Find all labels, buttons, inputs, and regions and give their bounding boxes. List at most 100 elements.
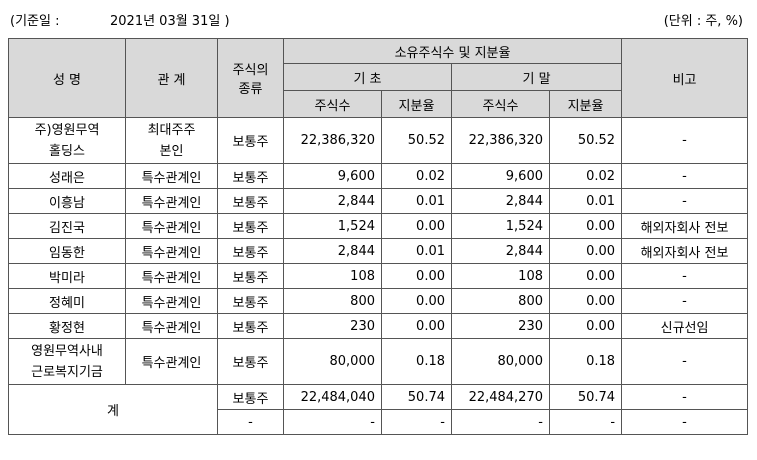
- end-ratio-cell: 0.01: [548, 188, 623, 214]
- end-shares-cell: 800: [451, 288, 550, 314]
- header-begin: 기 초: [283, 63, 452, 91]
- base-date-label: (기준일 :: [10, 14, 60, 29]
- header-end: 기 말: [450, 63, 623, 91]
- end-ratio-cell: 0.00: [548, 288, 623, 314]
- end-shares-cell: 9,600: [451, 163, 550, 189]
- begin-ratio-cell: 0.00: [381, 288, 452, 314]
- begin-shares-cell: 1,524: [283, 213, 382, 239]
- total-note-cell: -: [621, 409, 749, 435]
- end-ratio-cell: 0.00: [548, 313, 623, 339]
- begin-ratio-cell: 0.01: [381, 238, 452, 264]
- begin-shares-cell: 108: [283, 263, 382, 289]
- relation-cell: 특수관계인: [125, 188, 218, 214]
- total-begin-ratio-cell: -: [381, 409, 452, 435]
- table-row: 황정현 특수관계인 보통주 230 0.00 230 0.00 신규선임: [8, 313, 749, 339]
- relation-cell: 특수관계인: [125, 288, 218, 314]
- note-cell: 신규선임: [621, 313, 749, 339]
- header-begin-shares: 주식수: [283, 90, 382, 118]
- end-ratio-cell: 0.00: [548, 238, 623, 264]
- base-date-value: 2021년 03월 31일 ): [110, 14, 230, 29]
- relation-cell: 특수관계인: [125, 163, 218, 189]
- relation-cell: 특수관계인: [125, 338, 218, 385]
- stock-type-cell: 보통주: [217, 238, 284, 264]
- stock-type-cell: 보통주: [217, 117, 284, 164]
- table-row: 김진국 특수관계인 보통주 1,524 0.00 1,524 0.00 해외자회…: [8, 213, 749, 239]
- end-shares-cell: 2,844: [451, 238, 550, 264]
- stock-type-cell: 보통주: [217, 288, 284, 314]
- begin-shares-cell: 2,844: [283, 238, 382, 264]
- end-shares-cell: 2,844: [451, 188, 550, 214]
- name-cell: 성래은: [8, 163, 126, 189]
- relation-line1: 최대주주: [147, 122, 196, 138]
- table-row: 영원무역사내 근로복지기금 특수관계인 보통주 80,000 0.18 80,0…: [8, 338, 749, 385]
- note-cell: -: [621, 188, 749, 214]
- header-end-shares: 주식수: [451, 90, 550, 118]
- table-row: 이흥남 특수관계인 보통주 2,844 0.01 2,844 0.01 -: [8, 188, 749, 214]
- end-shares-cell: 230: [451, 313, 550, 339]
- stock-type-cell: 보통주: [217, 313, 284, 339]
- total-stock-type-cell: -: [217, 409, 284, 435]
- table-row: 임동한 특수관계인 보통주 2,844 0.01 2,844 0.00 해외자회…: [8, 238, 749, 264]
- name-cell: 주)영원무역 홀딩스: [8, 117, 126, 164]
- name-cell: 영원무역사내 근로복지기금: [8, 338, 126, 385]
- header-stock-type-line2: 종류: [238, 82, 263, 97]
- note-cell: -: [621, 263, 749, 289]
- end-shares-cell: 80,000: [451, 338, 550, 385]
- relation-cell: 특수관계인: [125, 213, 218, 239]
- begin-shares-cell: 22,386,320: [283, 117, 382, 164]
- relation-line2: 본인: [159, 143, 184, 159]
- end-shares-cell: 108: [451, 263, 550, 289]
- note-cell: 해외자회사 전보: [621, 213, 749, 239]
- total-begin-shares-cell: 22,484,040: [283, 384, 382, 410]
- total-label: 계: [8, 384, 218, 435]
- header-stock-type: 주식의 종류: [217, 38, 284, 118]
- name-line2: 홀딩스: [49, 143, 85, 159]
- relation-cell: 특수관계인: [125, 313, 218, 339]
- table-row: 박미라 특수관계인 보통주 108 0.00 108 0.00 -: [8, 263, 749, 289]
- stock-type-cell: 보통주: [217, 188, 284, 214]
- header-end-ratio: 지분율: [548, 90, 623, 118]
- relation-cell: 특수관계인: [125, 263, 218, 289]
- stock-type-cell: 보통주: [217, 338, 284, 385]
- name-cell: 황정현: [8, 313, 126, 339]
- header-begin-ratio: 지분율: [381, 90, 452, 118]
- note-cell: -: [621, 117, 749, 164]
- begin-shares-cell: 800: [283, 288, 382, 314]
- note-cell: -: [621, 338, 749, 385]
- table-row: 정혜미 특수관계인 보통주 800 0.00 800 0.00 -: [8, 288, 749, 314]
- begin-ratio-cell: 50.52: [381, 117, 452, 164]
- total-begin-shares-cell: -: [283, 409, 382, 435]
- total-row: 계 보통주 22,484,040 50.74 22,484,270 50.74 …: [8, 384, 749, 435]
- name-cell: 김진국: [8, 213, 126, 239]
- total-row: - - - - - -: [9, 409, 749, 435]
- name-cell: 박미라: [8, 263, 126, 289]
- header-note: 비고: [621, 38, 749, 118]
- note-cell: -: [621, 288, 749, 314]
- end-shares-cell: 1,524: [451, 213, 550, 239]
- begin-shares-cell: 9,600: [283, 163, 382, 189]
- end-ratio-cell: 50.52: [548, 117, 623, 164]
- relation-cell: 특수관계인: [125, 238, 218, 264]
- name-line1: 주)영원무역: [34, 122, 100, 138]
- unit-label: (단위 : 주, %): [663, 14, 743, 29]
- name-line2: 근로복지기금: [31, 364, 103, 380]
- note-cell: 해외자회사 전보: [621, 238, 749, 264]
- begin-ratio-cell: 0.02: [381, 163, 452, 189]
- name-cell: 이흥남: [8, 188, 126, 214]
- stock-type-cell: 보통주: [217, 213, 284, 239]
- begin-shares-cell: 80,000: [283, 338, 382, 385]
- begin-shares-cell: 230: [283, 313, 382, 339]
- total-stock-type-cell: 보통주: [217, 384, 284, 410]
- end-ratio-cell: 0.00: [548, 213, 623, 239]
- table-caption: (기준일 : 2021년 03월 31일 ) (단위 : 주, %): [0, 0, 757, 36]
- note-cell: -: [621, 163, 749, 189]
- begin-ratio-cell: 0.18: [381, 338, 452, 385]
- end-shares-cell: 22,386,320: [451, 117, 550, 164]
- shareholding-table: 성 명 관 계 주식의 종류 소유주식수 및 지분율 비고 기 초 기 말 주식…: [8, 38, 749, 435]
- header-holdings: 소유주식수 및 지분율: [282, 38, 623, 64]
- total-end-ratio-cell: -: [548, 409, 623, 435]
- begin-ratio-cell: 0.01: [381, 188, 452, 214]
- name-line1: 영원무역사내: [31, 343, 103, 359]
- header-name: 성 명: [8, 38, 126, 118]
- total-end-shares-cell: 22,484,270: [451, 384, 550, 410]
